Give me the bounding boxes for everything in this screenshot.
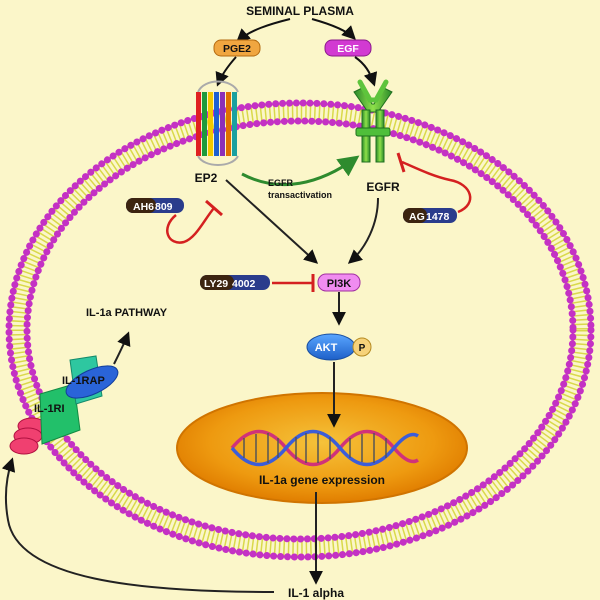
ag1478-inhibition-bar: [396, 152, 406, 173]
il1-receptor-complex-icon: [9, 355, 119, 455]
phosphate-icon: [352, 337, 372, 357]
ag1478-inhibitor: AG 1478: [403, 208, 457, 223]
egf-ligand: EGF: [324, 39, 372, 57]
arrow-il1alpha-to-il1ri: [1, 457, 275, 593]
nucleus-label: IL-1a gene expression: [259, 473, 385, 487]
ag1478-label-b: 1478: [426, 211, 450, 223]
pge2-ligand: PGE2: [213, 39, 261, 57]
ah6809-inhibition-line: [166, 207, 215, 244]
egfr-label: EGFR: [366, 180, 400, 194]
transactivation-label-line2: transactivation: [268, 190, 332, 200]
ag1478-inhibition-line: [401, 160, 472, 214]
arrow-egfr-to-pi3k: [347, 197, 379, 264]
transactivation-label-line1: EGFR: [268, 178, 294, 188]
arrow-egf-to-egfr: [354, 56, 378, 87]
akt-node: AKT P: [306, 333, 372, 361]
ly294002-label-b: 4002: [232, 278, 256, 290]
ep2-receptor-icon: [196, 80, 239, 166]
il1-alpha-label: IL-1 alpha: [288, 586, 344, 600]
ah6809-label-b: 809: [155, 201, 173, 213]
arrow-pge2-to-ep2: [215, 56, 237, 87]
nucleus: IL-1a gene expression: [176, 392, 468, 504]
il1a-pathway-label: IL-1a PATHWAY: [86, 307, 168, 319]
dna-helix-icon: [230, 429, 419, 467]
arrow-egfr-transactivation: [241, 155, 360, 187]
pge2-label: PGE2: [223, 43, 251, 55]
ah6809-label-a: AH6: [133, 201, 154, 213]
arrow-plasma-to-pge2: [235, 18, 291, 43]
ah6809-inhibitor: AH6 809: [126, 198, 184, 213]
il1rap-label: IL-1RAP: [62, 375, 105, 387]
arrow-plasma-to-egf: [311, 18, 356, 40]
cell-membrane: [5, 99, 595, 561]
ah6809-inhibition-bar: [205, 199, 223, 217]
ag1478-label-a: AG: [409, 211, 425, 223]
pi3k-label: PI3K: [327, 278, 352, 290]
arrow-il1rap-to-pathway: [113, 331, 131, 365]
egfr-receptor-icon: [353, 79, 393, 163]
phosphate-label: P: [359, 343, 366, 354]
ly294002-label-a: LY29: [204, 278, 228, 290]
il1ri-label: IL-1RI: [34, 403, 65, 415]
ep2-label: EP2: [195, 171, 218, 185]
seminal-plasma-label: SEMINAL PLASMA: [246, 4, 354, 18]
arrow-ep2-to-pi3k: [225, 179, 319, 264]
ly294002-inhibitor: LY29 4002: [200, 275, 270, 290]
pi3k-node: PI3K: [317, 273, 361, 292]
akt-label: AKT: [315, 342, 338, 354]
egf-label: EGF: [337, 43, 359, 55]
